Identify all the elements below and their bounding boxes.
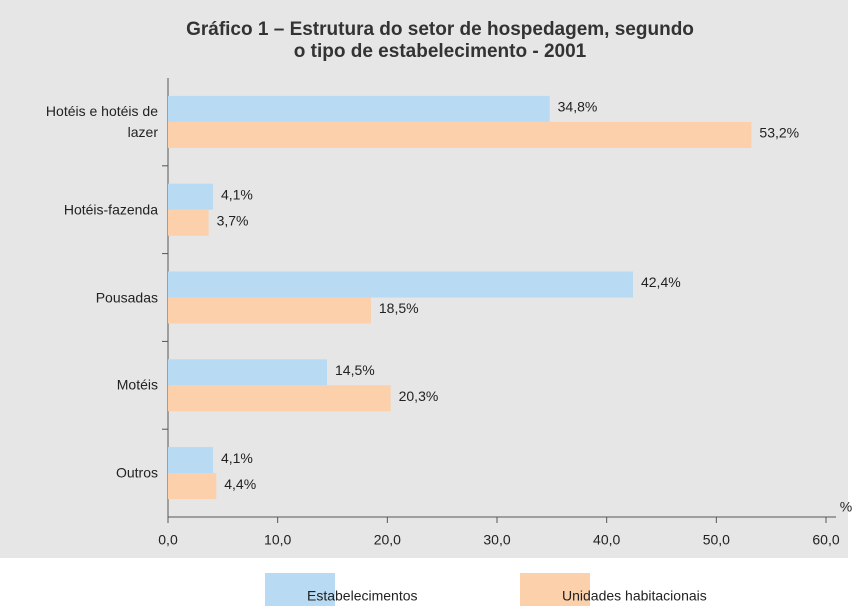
chart-title: Gráfico 1 – Estrutura do setor de hosped…: [186, 19, 694, 40]
bar: [168, 271, 633, 298]
value-label: 14,5%: [335, 362, 375, 378]
bar: [168, 297, 371, 324]
legend-swatch: [265, 573, 335, 606]
value-label: 53,2%: [759, 125, 799, 141]
category-label: Hotéis-fazenda: [63, 201, 158, 218]
category-label: Motéis: [116, 376, 158, 393]
bar: [168, 385, 391, 412]
bar: [168, 121, 752, 148]
x-tick-label: 10,0: [264, 532, 291, 548]
x-tick-label: 20,0: [374, 532, 401, 548]
value-label: 4,1%: [221, 450, 253, 466]
x-tick-label: 40,0: [593, 532, 620, 548]
category-label: Pousadas: [95, 289, 158, 305]
category-label: Hotéis e hotéis de lazer: [45, 102, 158, 140]
x-tick-label: 30,0: [483, 532, 510, 548]
bar: [168, 473, 217, 500]
legend-swatch: [520, 573, 590, 606]
bar: [168, 183, 213, 210]
x-tick-label: 0,0: [158, 532, 178, 548]
bar: [168, 209, 209, 236]
value-label: 4,1%: [221, 186, 253, 202]
chart-title: o tipo de estabelecimento - 2001: [294, 41, 587, 62]
value-label: 34,8%: [558, 99, 598, 115]
bar: [168, 447, 213, 474]
value-label: 3,7%: [217, 212, 249, 228]
value-label: 20,3%: [399, 388, 439, 404]
value-label: 42,4%: [641, 274, 681, 290]
x-tick-label: 50,0: [703, 532, 730, 548]
bar: [168, 359, 328, 386]
legend-label: Unidades habitacionais: [562, 588, 707, 604]
value-label: 18,5%: [379, 300, 419, 316]
x-tick-label: 60,0: [812, 532, 839, 548]
bar: [168, 95, 550, 122]
legend-label: Estabelecimentos: [307, 588, 418, 604]
category-label: Outros: [115, 464, 158, 481]
value-label: 4,4%: [224, 476, 256, 492]
axis-unit: %: [840, 499, 852, 515]
